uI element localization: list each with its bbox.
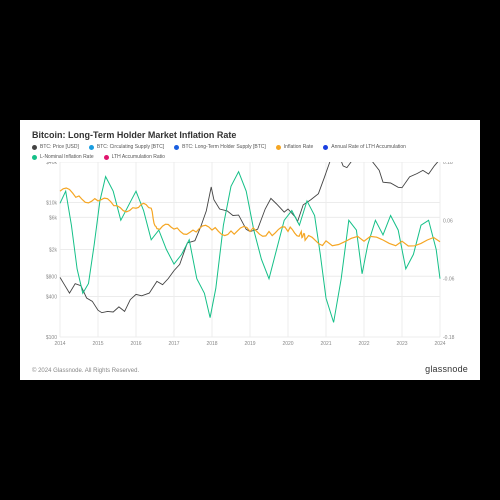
svg-text:$6k: $6k: [49, 215, 58, 221]
svg-text:$40k: $40k: [46, 162, 57, 166]
legend-swatch: [323, 145, 328, 150]
legend-item: L-Nominal Inflation Rate: [32, 154, 94, 160]
svg-text:2024: 2024: [434, 341, 445, 347]
chart-title: Bitcoin: Long-Term Holder Market Inflati…: [32, 130, 468, 140]
brand-logo: glassnode: [425, 364, 468, 374]
svg-text:2019: 2019: [244, 341, 255, 347]
legend-item: BTC: Long-Term Holder Supply [BTC]: [174, 144, 266, 150]
legend-label: BTC: Long-Term Holder Supply [BTC]: [182, 144, 266, 150]
legend-swatch: [174, 145, 179, 150]
svg-text:0.18: 0.18: [443, 162, 453, 166]
svg-text:0.06: 0.06: [443, 218, 453, 224]
legend-swatch: [89, 145, 94, 150]
svg-text:$10k: $10k: [46, 200, 57, 206]
svg-text:2018: 2018: [206, 341, 217, 347]
legend-swatch: [32, 145, 37, 150]
legend-swatch: [104, 155, 109, 160]
chart-card: Bitcoin: Long-Term Holder Market Inflati…: [20, 120, 480, 380]
legend-item: BTC: Price [USD]: [32, 144, 79, 150]
legend-item: BTC: Circulating Supply [BTC]: [89, 144, 164, 150]
chart-area: $100$400$800$2k$6k$10k$40k-0.18-0.060.06…: [32, 162, 468, 357]
chart-svg: $100$400$800$2k$6k$10k$40k-0.18-0.060.06…: [32, 162, 468, 357]
legend-label: LTH Accumulation Ratio: [112, 154, 165, 160]
svg-text:2016: 2016: [130, 341, 141, 347]
legend: BTC: Price [USD] BTC: Circulating Supply …: [32, 144, 468, 160]
svg-text:$800: $800: [46, 274, 57, 280]
svg-text:-0.06: -0.06: [443, 277, 455, 283]
svg-text:2022: 2022: [358, 341, 369, 347]
legend-swatch: [276, 145, 281, 150]
svg-text:2014: 2014: [54, 341, 65, 347]
legend-label: Inflation Rate: [284, 144, 313, 150]
legend-label: L-Nominal Inflation Rate: [40, 154, 94, 160]
legend-item: Annual Rate of LTH Accumulation: [323, 144, 406, 150]
svg-text:2023: 2023: [396, 341, 407, 347]
svg-text:2020: 2020: [282, 341, 293, 347]
svg-text:$400: $400: [46, 295, 57, 301]
legend-label: BTC: Price [USD]: [40, 144, 79, 150]
svg-text:2015: 2015: [92, 341, 103, 347]
legend-swatch: [32, 155, 37, 160]
legend-label: BTC: Circulating Supply [BTC]: [97, 144, 164, 150]
legend-item: Inflation Rate: [276, 144, 313, 150]
outer-frame: Bitcoin: Long-Term Holder Market Inflati…: [0, 0, 500, 500]
svg-text:2021: 2021: [320, 341, 331, 347]
svg-text:2017: 2017: [168, 341, 179, 347]
legend-label: Annual Rate of LTH Accumulation: [331, 144, 406, 150]
footer: © 2024 Glassnode. All Rights Reserved. g…: [32, 364, 468, 374]
svg-text:$2k: $2k: [49, 248, 58, 254]
copyright-text: © 2024 Glassnode. All Rights Reserved.: [32, 368, 139, 374]
legend-item: LTH Accumulation Ratio: [104, 154, 165, 160]
